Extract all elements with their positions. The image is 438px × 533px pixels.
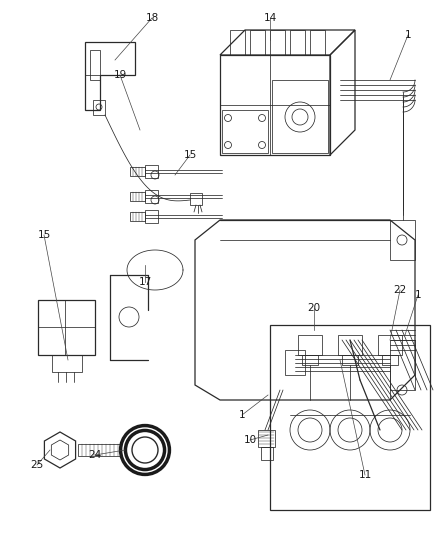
- Text: 1: 1: [415, 290, 421, 300]
- Text: 24: 24: [88, 450, 102, 460]
- Text: 1: 1: [405, 30, 411, 40]
- Text: 15: 15: [37, 230, 51, 240]
- Text: 15: 15: [184, 150, 197, 160]
- Text: 18: 18: [145, 13, 159, 23]
- Text: 1: 1: [239, 410, 245, 420]
- Text: 11: 11: [358, 470, 371, 480]
- Text: 22: 22: [393, 285, 406, 295]
- Text: 20: 20: [307, 303, 321, 313]
- Text: 17: 17: [138, 277, 152, 287]
- Text: 19: 19: [113, 70, 127, 80]
- Text: 10: 10: [244, 435, 257, 445]
- Text: 25: 25: [30, 460, 44, 470]
- Text: 14: 14: [263, 13, 277, 23]
